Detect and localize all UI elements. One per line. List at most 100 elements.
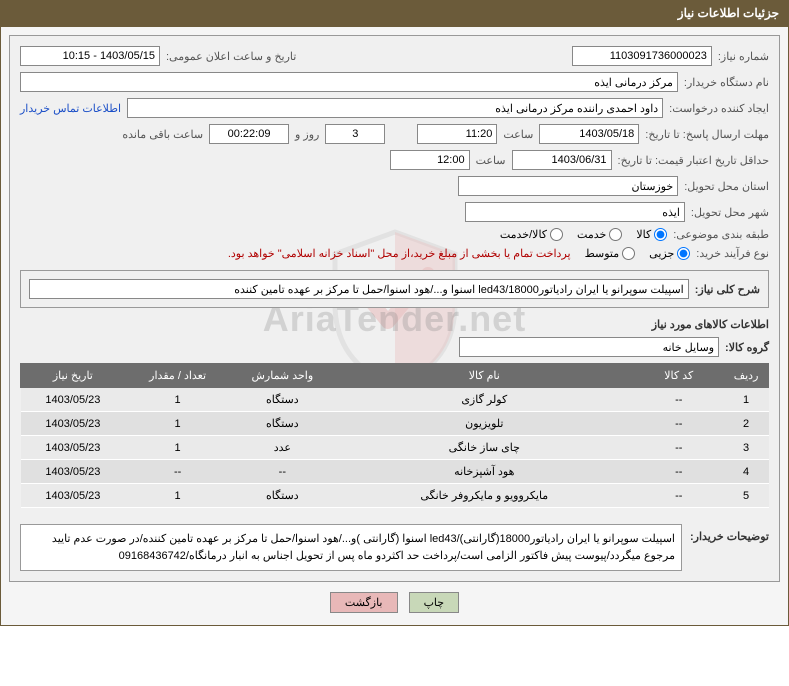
requester-label: ایجاد کننده درخواست: (669, 102, 769, 115)
table-cell: 3 (724, 436, 769, 460)
process-radio-group: جزیی متوسط (585, 247, 691, 260)
table-cell: چای ساز خانگی (335, 436, 634, 460)
table-cell: -- (230, 460, 335, 484)
table-cell: مایکروویو و مایکروفر خانگی (335, 484, 634, 508)
days-and-label: روز و (295, 128, 319, 141)
table-cell: -- (634, 484, 724, 508)
goods-info-title: اطلاعات کالاهای مورد نیاز (20, 318, 769, 331)
validity-label: حداقل تاریخ اعتبار قیمت: تا تاریخ: (618, 154, 769, 167)
validity-time-label: ساعت (476, 154, 506, 167)
general-desc-field[interactable] (29, 279, 689, 299)
topic-option-0[interactable]: کالا (636, 228, 667, 241)
table-header-4: تعداد / مقدار (125, 364, 230, 388)
panel-title: جزئیات اطلاعات نیاز (0, 0, 789, 26)
city-field[interactable] (465, 202, 685, 222)
process-option-1[interactable]: متوسط (585, 247, 636, 260)
table-cell: 2 (724, 412, 769, 436)
table-row[interactable]: 1--کولر گازیدستگاه11403/05/23 (21, 388, 769, 412)
process-label-1: متوسط (585, 247, 620, 260)
table-cell: -- (125, 460, 230, 484)
need-number-label: شماره نیاز: (718, 50, 769, 63)
announce-datetime-field[interactable] (20, 46, 160, 66)
table-cell: هود آشپزخانه (335, 460, 634, 484)
main-panel: AriaTender.net شماره نیاز: تاریخ و ساعت … (0, 26, 789, 626)
goods-table: ردیفکد کالانام کالاواحد شمارشتعداد / مقد… (20, 363, 769, 508)
table-cell: 1 (125, 436, 230, 460)
table-cell: 1403/05/23 (21, 436, 126, 460)
buyer-org-field[interactable] (20, 72, 678, 92)
deadline-time-field[interactable] (417, 124, 497, 144)
topic-label-2: کالا/خدمت (500, 228, 547, 241)
buyer-notes-label: توضیحات خریدار: (690, 516, 769, 543)
general-desc-section: شرح کلی نیاز: (20, 270, 769, 308)
validity-date-field[interactable] (512, 150, 612, 170)
table-header-0: ردیف (724, 364, 769, 388)
process-radio-1[interactable] (622, 247, 635, 260)
table-header-3: واحد شمارش (230, 364, 335, 388)
table-cell: دستگاه (230, 388, 335, 412)
topic-option-1[interactable]: خدمت (577, 228, 622, 241)
table-header-1: کد کالا (634, 364, 724, 388)
buyer-org-label: نام دستگاه خریدار: (684, 76, 769, 89)
table-row[interactable]: 4--هود آشپزخانه----1403/05/23 (21, 460, 769, 484)
goods-group-field[interactable] (459, 337, 719, 357)
process-label-0: جزیی (649, 247, 674, 260)
table-row[interactable]: 2--تلویزیوندستگاه11403/05/23 (21, 412, 769, 436)
topic-radio-0[interactable] (654, 228, 667, 241)
topic-radio-1[interactable] (609, 228, 622, 241)
announce-datetime-label: تاریخ و ساعت اعلان عمومی: (166, 50, 296, 63)
deadline-date-field[interactable] (539, 124, 639, 144)
process-note: پرداخت تمام یا بخشی از مبلغ خرید،از محل … (228, 247, 571, 260)
process-option-0[interactable]: جزیی (649, 247, 690, 260)
days-left-field[interactable] (325, 124, 385, 144)
validity-time-field[interactable] (390, 150, 470, 170)
table-row[interactable]: 3--چای ساز خانگیعدد11403/05/23 (21, 436, 769, 460)
topic-label-1: خدمت (577, 228, 606, 241)
topic-option-2[interactable]: کالا/خدمت (500, 228, 563, 241)
deadline-label: مهلت ارسال پاسخ: تا تاریخ: (645, 128, 769, 141)
table-cell: 1403/05/23 (21, 460, 126, 484)
table-cell: 1 (125, 484, 230, 508)
deadline-time-label: ساعت (503, 128, 533, 141)
table-row[interactable]: 5--مایکروویو و مایکروفر خانگیدستگاه11403… (21, 484, 769, 508)
button-row: چاپ بازگشت (9, 582, 780, 617)
table-cell: 1 (724, 388, 769, 412)
topic-radio-2[interactable] (550, 228, 563, 241)
goods-group-label: گروه کالا: (725, 341, 769, 354)
time-left-field[interactable] (209, 124, 289, 144)
table-cell: کولر گازی (335, 388, 634, 412)
process-radio-0[interactable] (677, 247, 690, 260)
table-cell: 1403/05/23 (21, 484, 126, 508)
table-cell: -- (634, 388, 724, 412)
table-cell: تلویزیون (335, 412, 634, 436)
need-number-field[interactable] (572, 46, 712, 66)
province-field[interactable] (458, 176, 678, 196)
table-header-5: تاریخ نیاز (21, 364, 126, 388)
table-cell: 5 (724, 484, 769, 508)
topic-radio-group: کالا خدمت کالا/خدمت (500, 228, 667, 241)
print-button[interactable]: چاپ (409, 592, 460, 613)
table-cell: دستگاه (230, 484, 335, 508)
form-panel: AriaTender.net شماره نیاز: تاریخ و ساعت … (9, 35, 780, 582)
table-cell: 1403/05/23 (21, 388, 126, 412)
province-label: استان محل تحویل: (684, 180, 769, 193)
remain-label: ساعت باقی مانده (122, 128, 203, 141)
table-header-2: نام کالا (335, 364, 634, 388)
back-button[interactable]: بازگشت (330, 592, 398, 613)
table-cell: عدد (230, 436, 335, 460)
table-cell: 1 (125, 388, 230, 412)
table-cell: 1 (125, 412, 230, 436)
buyer-notes-box: اسپیلت سوپرانو یا ایران رادیاتور18000(گا… (20, 524, 682, 571)
city-label: شهر محل تحویل: (691, 206, 769, 219)
requester-field[interactable] (127, 98, 663, 118)
general-desc-label: شرح کلی نیاز: (695, 283, 760, 296)
table-cell: -- (634, 460, 724, 484)
buy-process-label: نوع فرآیند خرید: (696, 247, 769, 260)
topic-label-0: کالا (636, 228, 651, 241)
topic-class-label: طبقه بندی موضوعی: (673, 228, 769, 241)
table-cell: دستگاه (230, 412, 335, 436)
table-cell: 4 (724, 460, 769, 484)
table-cell: -- (634, 436, 724, 460)
table-cell: 1403/05/23 (21, 412, 126, 436)
buyer-contact-link[interactable]: اطلاعات تماس خریدار (20, 102, 121, 115)
